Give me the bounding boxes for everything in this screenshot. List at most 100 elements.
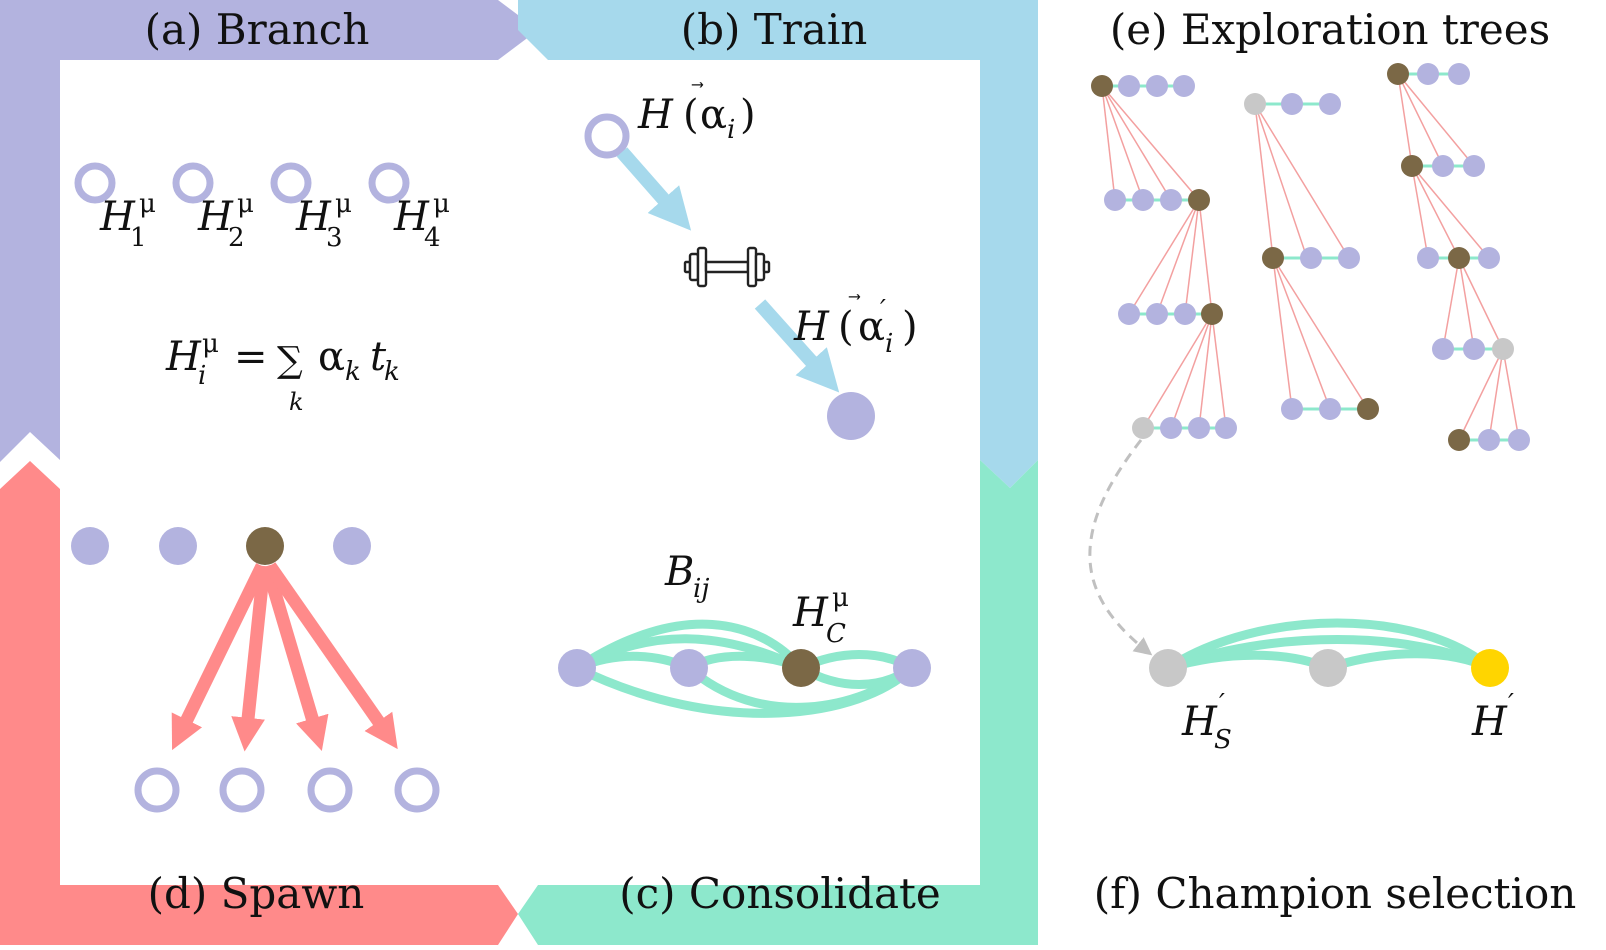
spawn-arrows — [171, 562, 398, 752]
hamiltonian-node-2 — [172, 162, 214, 204]
tree-nodes — [1091, 75, 1237, 439]
svg-text:C: C — [826, 619, 846, 649]
spawn-band — [0, 461, 518, 945]
tree-bonds — [1102, 84, 1226, 430]
svg-text:(: ( — [838, 304, 854, 350]
label-exploration-trees: (e) Exploration trees — [1110, 5, 1550, 54]
label-branch: (a) Branch — [145, 5, 370, 54]
branch-band — [0, 0, 538, 462]
champion-selection: H ′ S H ′ — [1088, 439, 1514, 755]
svg-text:′: ′ — [1508, 689, 1514, 719]
svg-text:μ: μ — [139, 189, 156, 219]
svg-text:H: H — [393, 194, 430, 240]
svg-text:k: k — [384, 357, 400, 387]
train-arrow-1 — [616, 147, 692, 231]
svg-text:1: 1 — [130, 223, 147, 253]
tree-nodes — [1244, 93, 1379, 420]
consolidate-node — [558, 649, 596, 687]
consolidated-hamiltonian-label: H μ C — [792, 583, 849, 649]
hamiltonian-label-3: H μ 3 — [295, 189, 352, 253]
svg-text:H: H — [99, 194, 136, 240]
spawned-child-node — [134, 767, 180, 813]
tree-edges — [1397, 73, 1520, 441]
train-panel: H ( α ⃗ i ) H ( α ⃗ ′ i ) — [584, 82, 918, 440]
svg-text:′: ′ — [880, 295, 886, 325]
bond-edge — [572, 663, 917, 718]
svg-text:): ) — [740, 92, 756, 138]
spawn-arrow — [171, 563, 268, 751]
consolidate-panel: B ij H μ C — [558, 549, 931, 718]
tree-edges — [1101, 85, 1227, 429]
exploration-trees — [1091, 63, 1530, 451]
label-champion-selection: (f) Champion selection — [1094, 869, 1577, 918]
svg-text:S: S — [1214, 725, 1232, 755]
svg-text:k: k — [289, 388, 304, 416]
svg-text:H: H — [637, 92, 674, 138]
initial-hamiltonian-node — [584, 113, 630, 159]
selected-hamiltonian-label: H ′ S — [1181, 689, 1232, 755]
selected-candidate-node — [1149, 649, 1187, 687]
svg-text:α: α — [858, 304, 885, 350]
hamiltonian-node-3 — [270, 162, 312, 204]
champion-hamiltonian-label: H ′ — [1471, 689, 1514, 745]
champion-node — [1471, 649, 1509, 687]
trained-hamiltonian-node — [827, 392, 875, 440]
label-consolidate: (c) Consolidate — [619, 869, 940, 918]
consolidate-node — [893, 649, 931, 687]
svg-text:4: 4 — [424, 223, 441, 253]
hamiltonian-node-1 — [74, 162, 116, 204]
spawn-arrow — [260, 564, 329, 751]
svg-text:): ) — [902, 304, 918, 350]
train-band — [518, 0, 1038, 488]
svg-text:ij: ij — [693, 574, 709, 604]
svg-text:i: i — [885, 329, 893, 359]
hamiltonian-formula: H μ i = ∑ k α k t k — [165, 329, 400, 416]
initial-hamiltonian-label: H ( α ⃗ i ) — [637, 82, 756, 145]
svg-text:H: H — [792, 590, 829, 636]
tree-nodes — [1387, 63, 1530, 451]
svg-text:H: H — [295, 194, 332, 240]
exploration-tree-2 — [1244, 93, 1379, 420]
spawn-arrow — [231, 565, 271, 752]
svg-text:μ: μ — [237, 189, 254, 219]
spawned-child-node — [307, 767, 353, 813]
svg-text:′: ′ — [1219, 689, 1225, 719]
svg-text:⃗: ⃗ — [691, 82, 704, 88]
spawned-child-node — [394, 767, 440, 813]
bond-label: B ij — [664, 549, 709, 604]
exploration-tree-3 — [1387, 63, 1530, 451]
svg-text:i: i — [198, 361, 206, 391]
svg-text:3: 3 — [326, 223, 343, 253]
spawned-child-node — [219, 767, 265, 813]
spawn-panel — [71, 527, 440, 813]
svg-text:μ: μ — [202, 329, 219, 359]
svg-text:k: k — [345, 357, 361, 387]
spawn-parent-node — [159, 527, 197, 565]
consolidate-node — [670, 649, 708, 687]
selection-arrow — [1088, 439, 1153, 656]
svg-text:μ: μ — [335, 189, 352, 219]
spawn-parent-node — [333, 527, 371, 565]
svg-text:B: B — [664, 549, 694, 595]
svg-text:μ: μ — [832, 583, 849, 613]
hamiltonian-label-4: H μ 4 — [393, 189, 450, 253]
hamiltonian-label-2: H μ 2 — [197, 189, 254, 253]
dumbbell-icon — [683, 246, 771, 288]
svg-text:⃗: ⃗ — [848, 294, 861, 300]
cycle-frame — [0, 0, 1038, 945]
hamiltonian-label-1: H μ 1 — [99, 189, 156, 253]
svg-text:H: H — [197, 194, 234, 240]
candidate-node — [1309, 649, 1347, 687]
svg-text:α: α — [318, 334, 345, 380]
svg-text:μ: μ — [433, 189, 450, 219]
label-spawn: (d) Spawn — [148, 869, 365, 918]
spawn-arrow — [264, 562, 398, 750]
champion-consolidate-node — [782, 649, 820, 687]
svg-text:2: 2 — [228, 223, 245, 253]
spawn-parent-node — [71, 527, 109, 565]
tree-edges — [1254, 103, 1369, 410]
svg-text:i: i — [727, 115, 735, 145]
spawn-champion-node — [246, 527, 284, 565]
